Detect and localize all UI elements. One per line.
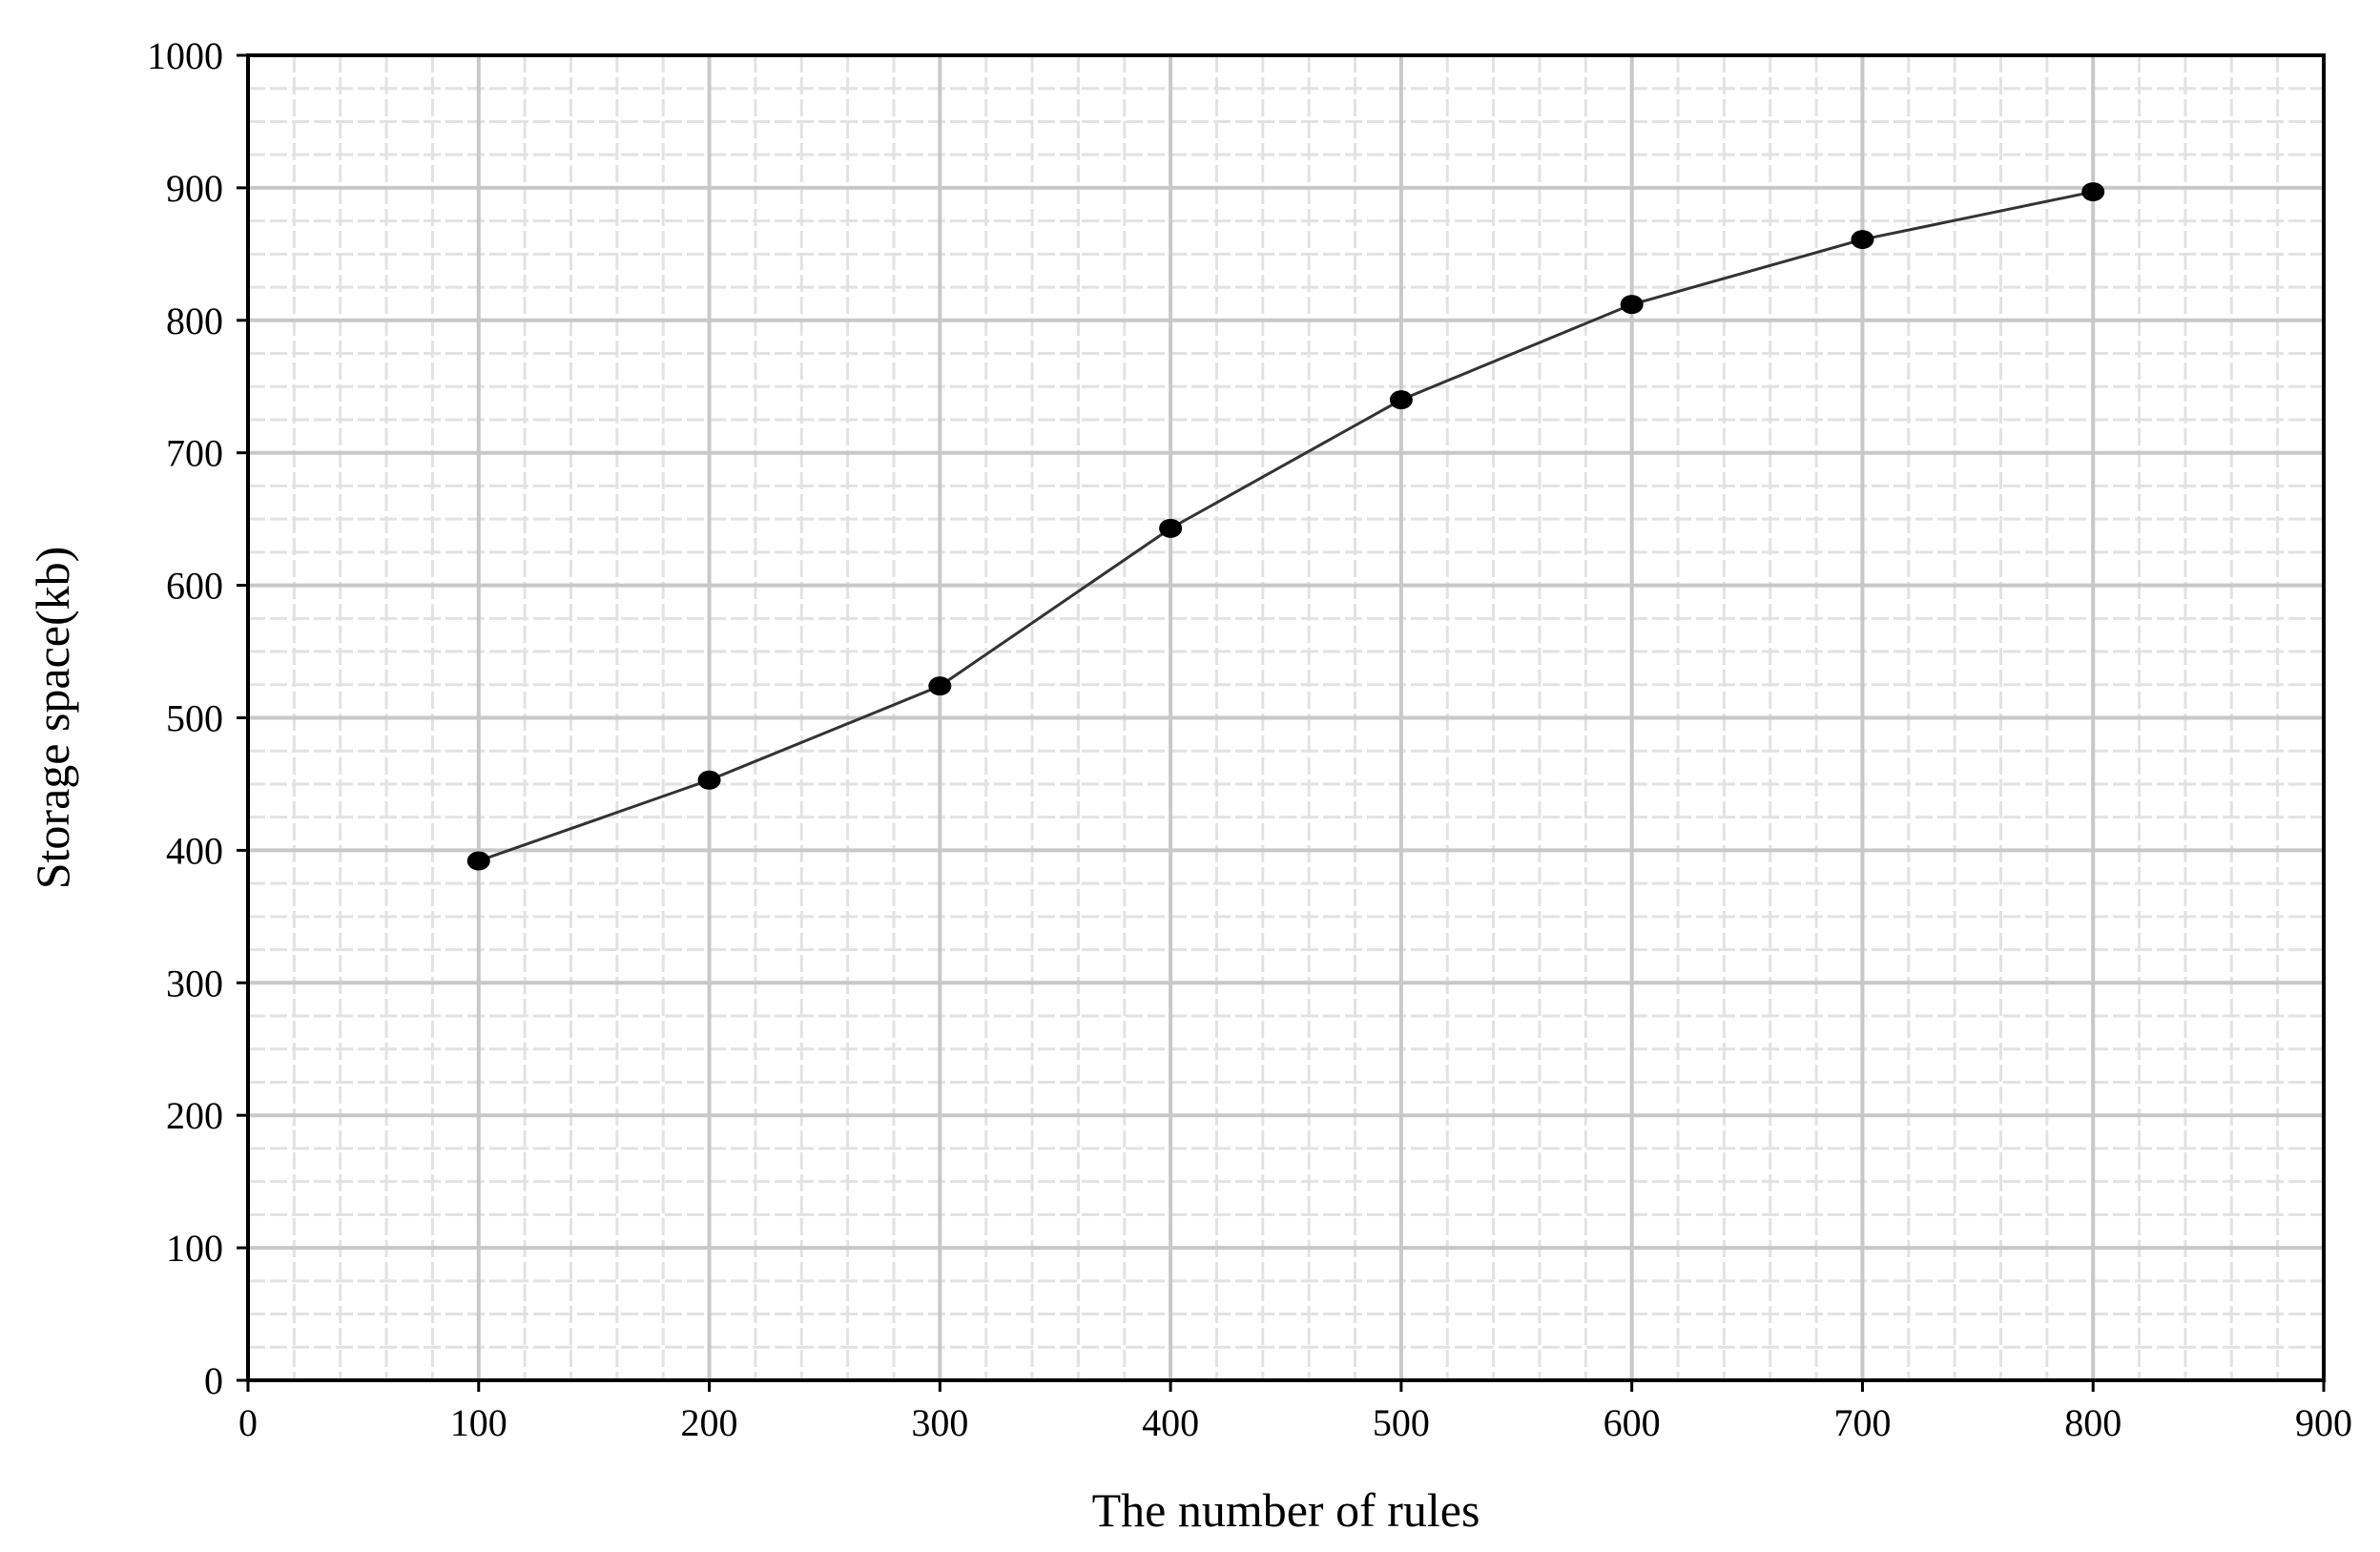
x-tick-label: 800 xyxy=(2064,1401,2121,1444)
x-tick-label: 200 xyxy=(681,1401,738,1444)
x-tick-label: 100 xyxy=(450,1401,507,1444)
y-tick-label: 0 xyxy=(204,1359,223,1402)
x-tick-label: 400 xyxy=(1142,1401,1199,1444)
y-tick-label: 700 xyxy=(166,432,223,475)
x-tick-label: 600 xyxy=(1604,1401,1661,1444)
x-tick-label: 700 xyxy=(1833,1401,1891,1444)
series-layer xyxy=(466,182,2105,871)
data-point xyxy=(1159,518,1183,538)
x-axis-title: The number of rules xyxy=(1092,1483,1480,1537)
data-point xyxy=(1389,390,1413,410)
x-tick-label: 0 xyxy=(238,1401,258,1444)
y-tick-label: 500 xyxy=(166,697,223,740)
data-point xyxy=(1851,230,1874,250)
data-point xyxy=(466,851,490,871)
y-tick-label: 900 xyxy=(166,167,223,210)
x-tick-label: 300 xyxy=(911,1401,968,1444)
y-tick-label: 600 xyxy=(166,565,223,608)
y-tick-label: 400 xyxy=(166,829,223,872)
data-point xyxy=(1620,295,1644,315)
major-grid xyxy=(248,55,2324,1380)
x-tick-label: 500 xyxy=(1373,1401,1430,1444)
y-tick-label: 800 xyxy=(166,300,223,342)
series-line xyxy=(478,190,2094,862)
data-point xyxy=(928,676,952,696)
y-axis-title: Storage space(kb) xyxy=(26,547,79,890)
x-tick-label: 900 xyxy=(2295,1401,2352,1444)
y-tick-label: 1000 xyxy=(147,34,223,77)
tick-layer: 0 100 200 300 400 500 600 700 800 900 0 100 200 300 40… xyxy=(147,34,2352,1444)
y-tick-label: 300 xyxy=(166,962,223,1004)
y-tick-label: 100 xyxy=(166,1227,223,1270)
data-point xyxy=(2081,182,2105,202)
y-tick-label: 200 xyxy=(166,1094,223,1137)
data-point xyxy=(697,770,721,790)
